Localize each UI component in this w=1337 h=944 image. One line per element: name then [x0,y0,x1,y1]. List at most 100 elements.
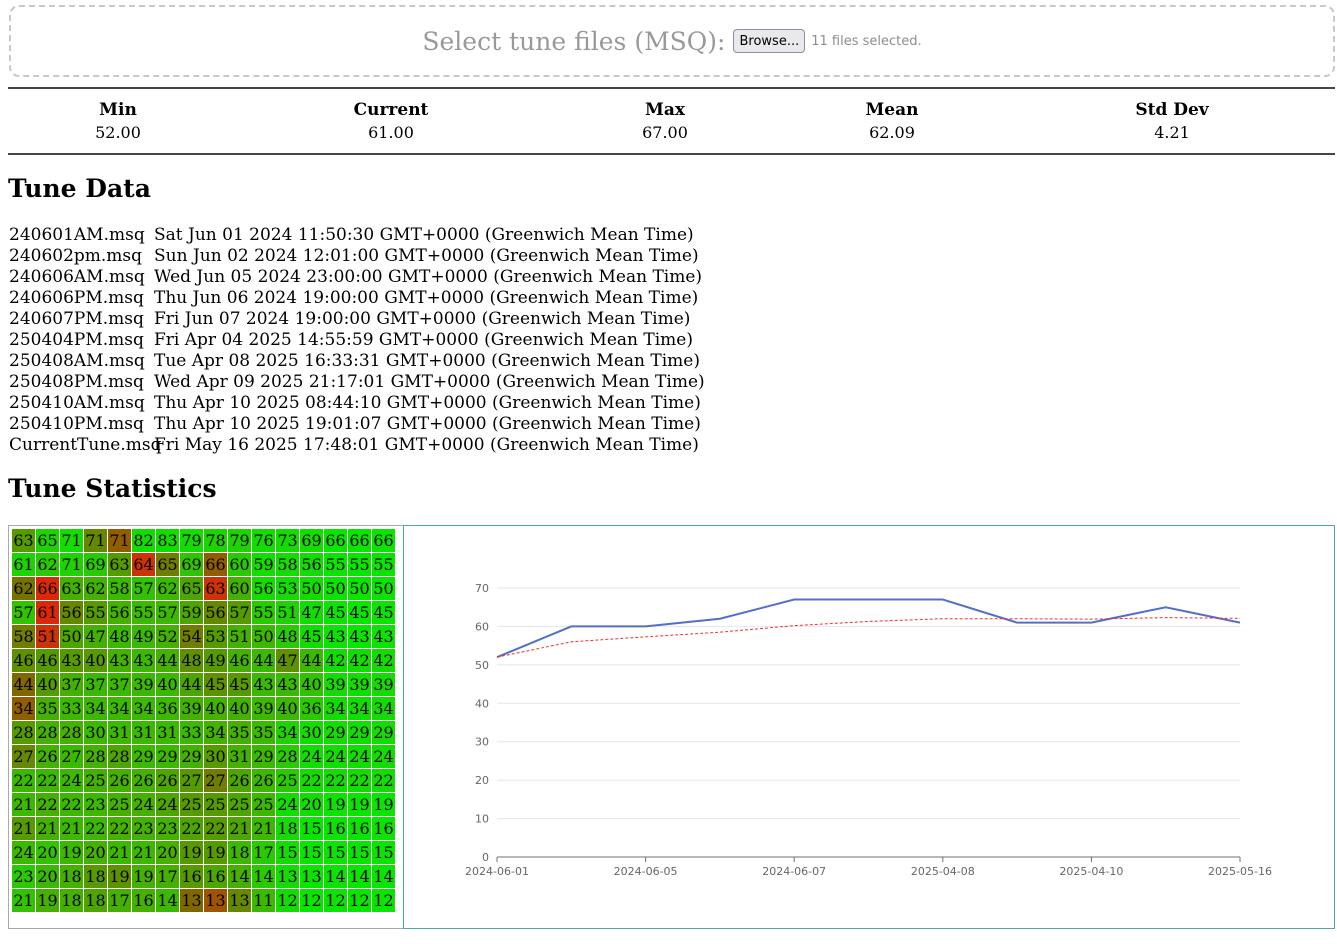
heatmap-cell: 25 [276,769,299,792]
x-tick-label: 2024-06-01 [465,865,529,878]
tune-file-row: 250408PM.msq Wed Apr 09 2025 21:17:01 GMT… [9,372,705,393]
heatmap-cell: 16 [204,865,227,888]
heatmap-cell: 62 [12,577,35,600]
heatmap-cell: 66 [348,529,371,552]
tune-statistics-heading: Tune Statistics [8,474,217,503]
browse-button[interactable]: Browse... [733,29,806,53]
heatmap-cell: 56 [300,553,323,576]
heatmap-cell: 79 [228,529,251,552]
tune-file-name: CurrentTune.msq [9,435,162,455]
heatmap-cell: 18 [228,841,251,864]
heatmap-cell: 21 [252,817,275,840]
heatmap-cell: 34 [84,697,107,720]
heatmap-cell: 27 [12,745,35,768]
tune-file-date: Tue Apr 08 2025 16:33:31 GMT+0000 (Green… [154,351,700,371]
heatmap-cell: 78 [204,529,227,552]
heatmap-cell: 14 [156,889,179,912]
heatmap-cell: 22 [300,769,323,792]
heatmap-cell: 43 [60,649,83,672]
heatmap-cell: 53 [204,625,227,648]
heatmap-cell: 16 [324,817,347,840]
heatmap-cell: 12 [300,889,323,912]
heatmap-cell: 12 [276,889,299,912]
heatmap-cell: 53 [276,577,299,600]
heatmap-cell: 21 [12,817,35,840]
tune-file-name: 250410PM.msq [9,414,144,434]
tune-file-name: 240606PM.msq [9,288,144,308]
stat-label: Current [353,100,429,120]
heatmap-cell: 24 [348,745,371,768]
heatmap-cell: 26 [36,745,59,768]
heatmap-cell: 29 [372,721,395,744]
heatmap-cell: 62 [36,553,59,576]
heatmap-cell: 23 [156,817,179,840]
heatmap-cell: 25 [180,793,203,816]
heatmap-cell: 22 [12,769,35,792]
heatmap-cell: 47 [300,601,323,624]
heatmap-row: 46 46 43 40 43 43 44 48 49 46 44 47 44 42 42 42 [12,649,395,672]
heatmap-row: 57 61 56 55 56 55 57 59 56 57 55 51 47 45 45 45 [12,601,395,624]
heatmap-row: 24 20 19 20 21 21 20 19 19 18 17 15 15 15 15 15 [12,841,395,864]
heatmap-cell: 57 [132,577,155,600]
heatmap-cell: 50 [324,577,347,600]
heatmap-cell: 40 [36,673,59,696]
heatmap-row: 34 35 33 34 34 34 36 39 40 40 39 40 36 34 34 34 [12,697,395,720]
heatmap-cell: 29 [324,721,347,744]
tune-file-row: 250410AM.msq Thu Apr 10 2025 08:44:10 GMT… [9,393,705,414]
heatmap-cell: 43 [348,625,371,648]
heatmap-cell: 46 [12,649,35,672]
heatmap-cell: 34 [324,697,347,720]
y-tick-label: 30 [475,736,489,749]
tune-file-date: Wed Apr 09 2025 21:17:01 GMT+0000 (Green… [154,372,705,392]
heatmap-cell: 65 [156,553,179,576]
stat-label: Mean [865,100,919,120]
tune-data-heading: Tune Data [8,174,151,203]
heatmap-cell: 44 [12,673,35,696]
heatmap-cell: 27 [204,769,227,792]
heatmap-cell: 19 [180,841,203,864]
line-chart-svg: 0 10 20 30 40 50 60 70 2024-06-01 2024-06-05 2024-… [465,582,1272,878]
heatmap-cell: 33 [60,697,83,720]
heatmap-cell: 40 [228,697,251,720]
heatmap-cell: 21 [60,817,83,840]
heatmap-cell: 50 [60,625,83,648]
heatmap-cell: 14 [324,865,347,888]
stat-mean: Mean 62.09 [865,99,918,144]
heatmap-cell: 39 [180,697,203,720]
y-tick-label: 0 [482,851,489,864]
heatmap-cell: 34 [12,697,35,720]
heatmap-cell: 19 [132,865,155,888]
heatmap-cell: 66 [204,553,227,576]
heatmap-cell: 39 [252,697,275,720]
heatmap-cell: 45 [300,625,323,648]
heatmap-cell: 24 [60,769,83,792]
heatmap-cell: 21 [228,817,251,840]
heatmap-cell: 63 [204,577,227,600]
file-upload-dropzone[interactable]: Select tune files (MSQ): Browse... 11 fi… [9,5,1335,77]
heatmap-cell: 61 [36,601,59,624]
stat-label: Max [645,100,685,120]
heatmap-cell: 65 [36,529,59,552]
tune-history-chart: 0 10 20 30 40 50 60 70 2024-06-01 2024-06-05 2024-… [403,525,1335,929]
heatmap-row: 62 66 63 62 58 57 62 65 63 60 56 53 50 50 50 50 [12,577,395,600]
heatmap-cell: 66 [372,529,395,552]
heatmap-cell: 43 [132,649,155,672]
heatmap-cell: 28 [36,721,59,744]
heatmap-cell: 25 [252,793,275,816]
tune-file-row: 240607PM.msq Fri Jun 07 2024 19:00:00 GMT… [9,309,705,330]
heatmap-cell: 18 [276,817,299,840]
heatmap-cell: 34 [372,697,395,720]
heatmap-cell: 55 [372,553,395,576]
tune-file-name: 240602pm.msq [9,246,143,266]
heatmap-cell: 22 [324,769,347,792]
heatmap-cell: 24 [372,745,395,768]
heatmap-cell: 45 [204,673,227,696]
heatmap-cell: 27 [180,769,203,792]
heatmap-cell: 13 [228,889,251,912]
tune-file-name: 240601AM.msq [9,225,145,245]
heatmap-cell: 12 [348,889,371,912]
heatmap-row: 28 28 28 30 31 31 31 33 34 35 35 34 30 29 29 29 [12,721,395,744]
tune-file-date: Wed Jun 05 2024 23:00:00 GMT+0000 (Green… [154,267,703,287]
heatmap-cell: 18 [60,865,83,888]
heatmap-cell: 40 [204,697,227,720]
